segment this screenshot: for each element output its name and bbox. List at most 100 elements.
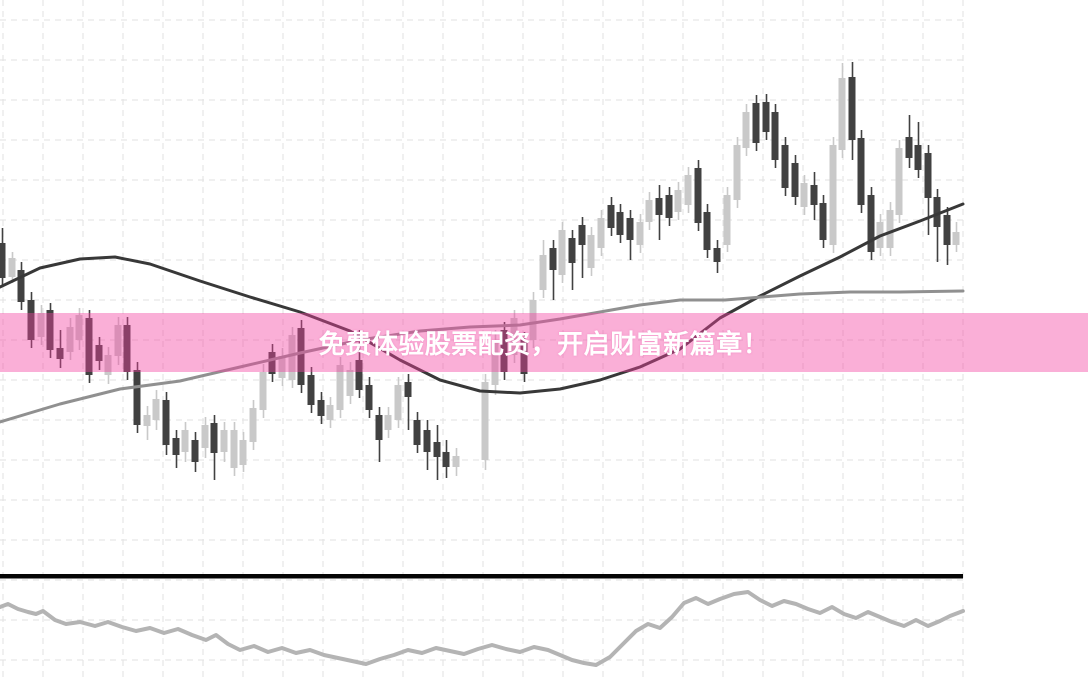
promo-banner[interactable]: 免费体验股票配资，开启财富新篇章！ bbox=[0, 313, 1088, 372]
candlestick bbox=[578, 217, 586, 278]
candlestick bbox=[703, 204, 711, 258]
candlestick bbox=[905, 115, 913, 168]
candlestick bbox=[771, 104, 779, 168]
ma-slow-gray bbox=[0, 289, 965, 424]
candlestick bbox=[626, 210, 634, 260]
candlestick bbox=[452, 448, 460, 476]
candlestick bbox=[46, 303, 54, 358]
promo-banner-text: 免费体验股票配资，开启财富新篇章！ bbox=[318, 329, 770, 359]
candlestick bbox=[597, 210, 605, 256]
candlestick bbox=[114, 317, 122, 365]
candlestick bbox=[529, 292, 537, 348]
candlestick bbox=[249, 400, 257, 450]
candlestick bbox=[549, 240, 557, 300]
candlestick bbox=[810, 172, 818, 220]
candlestick bbox=[491, 330, 499, 395]
candlestick bbox=[819, 195, 827, 248]
candlestick bbox=[268, 344, 276, 382]
candlestick bbox=[558, 222, 566, 283]
candlestick bbox=[924, 145, 932, 235]
candlestick bbox=[297, 320, 305, 393]
candlestick bbox=[752, 95, 760, 151]
candlestick bbox=[800, 175, 808, 215]
candlestick bbox=[829, 137, 837, 253]
lower-indicator bbox=[0, 590, 965, 667]
candlestick bbox=[413, 412, 421, 453]
candlestick bbox=[848, 62, 856, 160]
candlestick bbox=[326, 397, 334, 428]
candlestick bbox=[636, 214, 644, 253]
candlestick bbox=[8, 252, 16, 283]
candlestick bbox=[481, 374, 489, 470]
candlestick bbox=[75, 308, 83, 350]
candlestick bbox=[886, 202, 894, 256]
candlestick bbox=[433, 425, 441, 480]
candlestick bbox=[442, 440, 450, 478]
candlestick bbox=[943, 207, 951, 265]
candlestick bbox=[201, 417, 209, 458]
candlestick bbox=[375, 407, 383, 462]
candlestick bbox=[791, 155, 799, 205]
candlestick bbox=[143, 406, 151, 440]
panel-separator bbox=[0, 574, 963, 579]
candlestick bbox=[66, 318, 74, 360]
candlestick bbox=[85, 310, 93, 383]
candlestick bbox=[933, 189, 941, 262]
candlestick bbox=[674, 182, 682, 220]
candlestick bbox=[500, 322, 508, 380]
candlestick bbox=[607, 197, 615, 236]
candlestick bbox=[104, 347, 112, 384]
price-candles bbox=[0, 62, 960, 480]
candlestick bbox=[733, 137, 741, 208]
candlestick bbox=[394, 377, 402, 428]
candlestick bbox=[665, 187, 673, 226]
candlestick bbox=[838, 63, 846, 158]
candlestick bbox=[230, 422, 238, 476]
candlestick bbox=[384, 407, 392, 438]
candlestick bbox=[307, 367, 315, 413]
candlestick bbox=[220, 422, 228, 462]
candlestick bbox=[172, 430, 180, 468]
candlestick bbox=[210, 415, 218, 480]
candlestick bbox=[259, 364, 267, 418]
candlestick bbox=[365, 377, 373, 418]
candlestick bbox=[133, 362, 141, 433]
candlestick bbox=[510, 310, 518, 363]
candlestick bbox=[587, 227, 595, 276]
candlestick bbox=[17, 262, 25, 310]
candlestick bbox=[278, 348, 286, 386]
candlestick bbox=[37, 305, 45, 345]
candlestick bbox=[152, 390, 160, 430]
candlestick bbox=[781, 137, 789, 196]
candlestick bbox=[317, 392, 325, 424]
candlestick bbox=[867, 187, 875, 260]
candlestick bbox=[288, 327, 296, 388]
candlestick bbox=[645, 192, 653, 230]
candlestick bbox=[742, 104, 750, 156]
candlestick bbox=[520, 332, 528, 382]
candlestick bbox=[27, 292, 35, 348]
candlestick bbox=[539, 240, 547, 298]
candlestick bbox=[952, 222, 960, 252]
candlestick bbox=[191, 432, 199, 472]
candlestick bbox=[713, 240, 721, 273]
candlestick bbox=[694, 160, 702, 231]
candlestick bbox=[423, 420, 431, 470]
candlestick bbox=[404, 374, 412, 430]
candlestick bbox=[616, 204, 624, 243]
candlestick bbox=[162, 392, 170, 455]
candlestick bbox=[346, 362, 354, 404]
candlestick bbox=[914, 122, 922, 178]
candlestick bbox=[181, 422, 189, 462]
candlestick bbox=[123, 317, 131, 380]
candlestick bbox=[56, 330, 64, 368]
ma-fast-dark bbox=[0, 202, 965, 395]
candlestick bbox=[762, 94, 770, 140]
candlestick bbox=[684, 167, 692, 213]
candlestick bbox=[95, 337, 103, 370]
candlestick bbox=[723, 187, 731, 252]
candlestick bbox=[0, 228, 6, 285]
candlestick bbox=[857, 130, 865, 213]
candlestick bbox=[895, 140, 903, 223]
